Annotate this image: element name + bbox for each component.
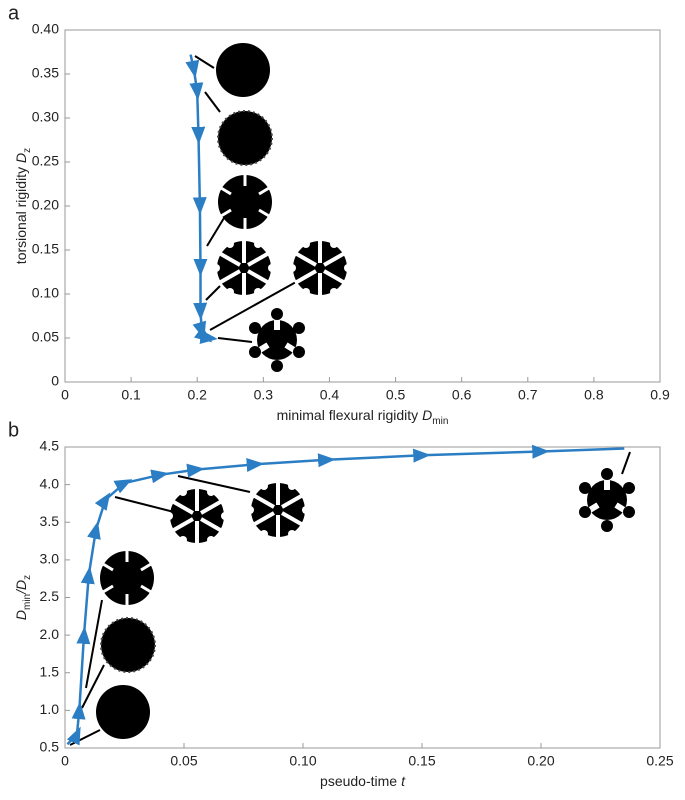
x-axis-label-part: min: [432, 416, 448, 427]
panel-label: b: [8, 419, 19, 441]
y-tick-label: 0.35: [32, 65, 59, 81]
y-tick-label: 4.0: [40, 475, 60, 491]
x-axis-label-part: minimal flexural rigidity: [277, 407, 419, 423]
x-tick-label: 0.1: [121, 387, 141, 403]
panel-label: a: [8, 2, 20, 24]
data-line: [185, 54, 218, 344]
x-tick-label: 0.7: [518, 387, 538, 403]
x-tick-label: 0.4: [320, 387, 340, 403]
x-tick-label: 0.10: [289, 753, 316, 769]
y-tick-label: 0.40: [32, 21, 59, 37]
y-axis-label-part: min: [22, 594, 33, 610]
x-axis-label-part: t: [401, 773, 406, 789]
x-tick-label: 0.3: [254, 387, 274, 403]
x-tick-label: 0.5: [386, 387, 406, 403]
y-tick-label: 0.20: [32, 197, 59, 213]
y-axis-label: Dmin/Dz: [13, 575, 33, 620]
y-tick-label: 3.5: [40, 513, 60, 529]
y-tick-label: 0.30: [32, 109, 59, 125]
y-tick-label: 2.5: [40, 588, 60, 604]
y-axis-label-part: z: [22, 148, 33, 153]
y-tick-label: 3.0: [40, 551, 60, 567]
y-tick-label: 4.5: [40, 438, 60, 454]
x-tick-label: 0: [61, 387, 69, 403]
shape-icons-a: [194, 43, 354, 372]
y-tick-label: 0: [51, 373, 59, 389]
y-tick-label: 2.0: [40, 626, 60, 642]
y-axis-label-part: /D: [13, 580, 29, 595]
y-tick-label: 0.5: [40, 739, 60, 755]
y-axis-label-part: D: [13, 153, 29, 163]
y-tick-label: 0.05: [32, 329, 59, 345]
y-tick-label: 1.5: [40, 663, 60, 679]
y-axis-label-part: z: [22, 575, 33, 580]
x-axis-label-part: pseudo-time: [320, 773, 397, 789]
y-tick-label: 0.15: [32, 241, 59, 257]
x-axis-label-part: D: [422, 407, 432, 423]
x-tick-label: 0.6: [452, 387, 472, 403]
x-tick-label: 0.2: [187, 387, 207, 403]
x-axis-label: minimal flexural rigidity Dmin: [277, 407, 449, 427]
x-tick-label: 0.8: [584, 387, 604, 403]
x-tick-label: 0.05: [170, 753, 197, 769]
plot-frame: [64, 446, 661, 749]
plot-frame: [64, 29, 661, 383]
x-tick-label: 0.15: [408, 753, 435, 769]
y-tick-label: 0.25: [32, 153, 59, 169]
x-tick-label: 0.25: [646, 753, 673, 769]
y-axis-label: torsional rigidity Dz: [13, 148, 33, 264]
x-tick-label: 0.9: [650, 387, 670, 403]
x-tick-label: 0.20: [527, 753, 554, 769]
y-tick-label: 0.10: [32, 285, 59, 301]
x-tick-label: 0: [61, 753, 69, 769]
data-line: [66, 444, 625, 746]
y-tick-label: 1.0: [40, 701, 60, 717]
shape-icons-b: [69, 451, 635, 746]
y-axis-label-part: D: [13, 610, 29, 620]
x-axis-label: pseudo-time t: [320, 773, 406, 789]
y-axis-label-part: torsional rigidity: [13, 167, 29, 264]
